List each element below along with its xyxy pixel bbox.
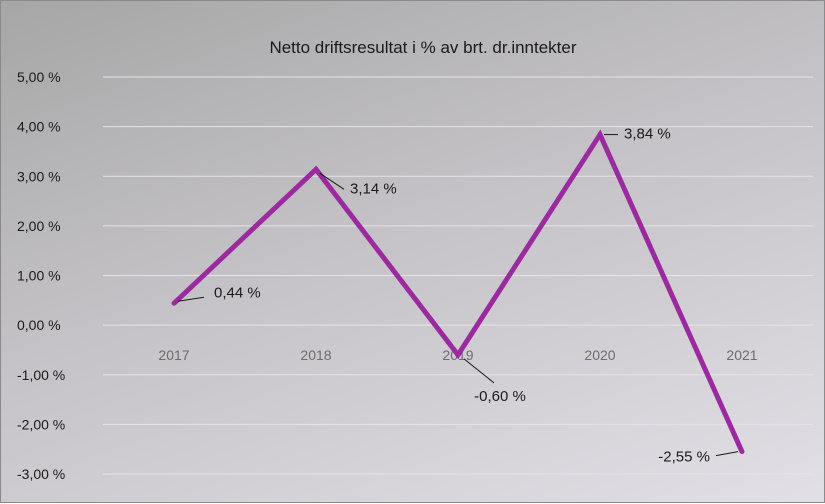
data-point	[171, 300, 177, 306]
y-tick-label: 5,00 %	[17, 69, 61, 85]
x-category-label: 2020	[584, 347, 615, 363]
data-point	[597, 132, 603, 138]
y-tick-label: 1,00 %	[17, 268, 61, 284]
data-label: 3,14 %	[350, 180, 397, 197]
y-tick-label: 4,00 %	[17, 119, 61, 135]
data-label-leader	[715, 451, 739, 457]
x-category-label: 2021	[726, 347, 757, 363]
y-tick-label: -3,00 %	[17, 466, 65, 482]
y-tick-label: -2,00 %	[17, 416, 65, 432]
data-label-leader	[177, 296, 205, 302]
data-point	[455, 352, 461, 358]
data-label: -2,55 %	[658, 449, 710, 466]
y-axis-ticks: 5,00 % 4,00 % 3,00 % 2,00 % 1,00 % 0,00 % -1,0…	[17, 69, 65, 482]
data-point	[313, 166, 319, 172]
x-category-label: 2017	[158, 347, 189, 363]
chart-title: Netto driftsresultat i % av brt. dr.innt…	[269, 38, 576, 57]
series-layer	[171, 129, 745, 455]
data-point	[739, 449, 745, 455]
y-tick-label: -1,00 %	[17, 367, 65, 383]
gridlines	[103, 76, 813, 475]
y-tick-label: 2,00 %	[17, 218, 61, 234]
data-label-leader	[319, 172, 345, 190]
y-tick-label: 0,00 %	[17, 317, 61, 333]
data-label: 0,44 %	[214, 284, 261, 301]
data-label-leader	[463, 358, 495, 384]
y-tick-label: 3,00 %	[17, 168, 61, 184]
x-category-label: 2018	[300, 347, 331, 363]
data-label: 3,84 %	[624, 126, 671, 143]
data-labels: 0,44 % 3,14 % -0,60 % 3,84 % -2,55 %	[177, 126, 739, 466]
data-label: -0,60 %	[474, 388, 526, 405]
